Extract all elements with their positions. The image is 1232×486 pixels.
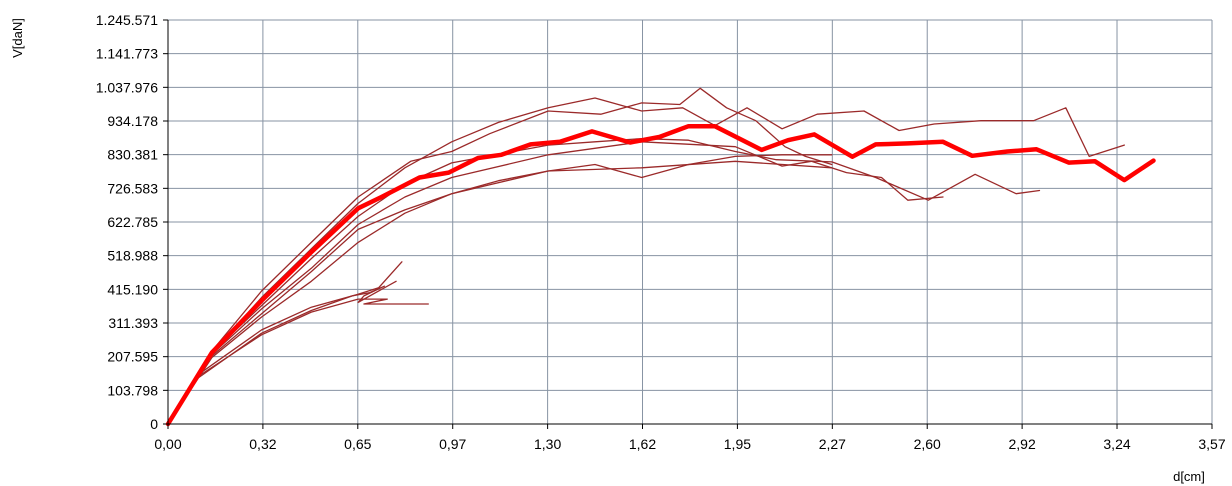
y-tick-label: 518.988 xyxy=(107,248,158,264)
y-tick-label: 934.178 xyxy=(107,113,158,129)
x-axis-label: d[cm] xyxy=(1173,469,1205,484)
x-tick-label: 2,27 xyxy=(819,436,846,452)
y-tick-label: 0 xyxy=(150,416,158,432)
x-tick-label: 0,32 xyxy=(249,436,276,452)
y-tick-label: 1.037.976 xyxy=(96,79,158,95)
y-tick-label: 311.393 xyxy=(108,315,158,331)
series-line xyxy=(167,298,429,425)
tick-labels: 0,00 0,32 0,65 0,97 1,30 1,62 1,95 2,27 2,60 2,92… xyxy=(96,12,1226,452)
y-tick-label: 415.190 xyxy=(107,281,158,297)
y-tick-label: 1.245.571 xyxy=(96,12,158,28)
x-tick-label: 0,97 xyxy=(439,436,466,452)
grid xyxy=(168,19,1213,424)
y-tick-label: 726.583 xyxy=(107,180,158,196)
x-tick-label: 3,57 xyxy=(1198,436,1225,452)
x-tick-label: 3,24 xyxy=(1103,436,1130,452)
series-line xyxy=(167,97,1125,425)
series-line xyxy=(167,87,833,425)
axes xyxy=(163,19,1213,429)
x-tick-label: 1,62 xyxy=(629,436,656,452)
y-tick-label: 103.798 xyxy=(107,382,158,398)
y-tick-label: 207.595 xyxy=(107,349,158,365)
x-tick-label: 2,60 xyxy=(914,436,941,452)
series-line-bold xyxy=(165,123,1156,427)
x-tick-label: 1,95 xyxy=(724,436,751,452)
y-tick-label: 830.381 xyxy=(107,147,158,163)
x-tick-label: 0,65 xyxy=(344,436,371,452)
y-tick-label: 1.141.773 xyxy=(96,46,158,62)
y-tick-label: 622.785 xyxy=(107,214,158,230)
series-line xyxy=(167,160,833,425)
x-tick-label: 0,00 xyxy=(154,436,181,452)
series-line xyxy=(167,141,944,425)
x-tick-label: 2,92 xyxy=(1008,436,1035,452)
series-line xyxy=(167,154,833,425)
x-tick-label: 1,30 xyxy=(534,436,561,452)
series-group xyxy=(165,87,1156,427)
y-axis-label: V[daN] xyxy=(10,18,25,58)
